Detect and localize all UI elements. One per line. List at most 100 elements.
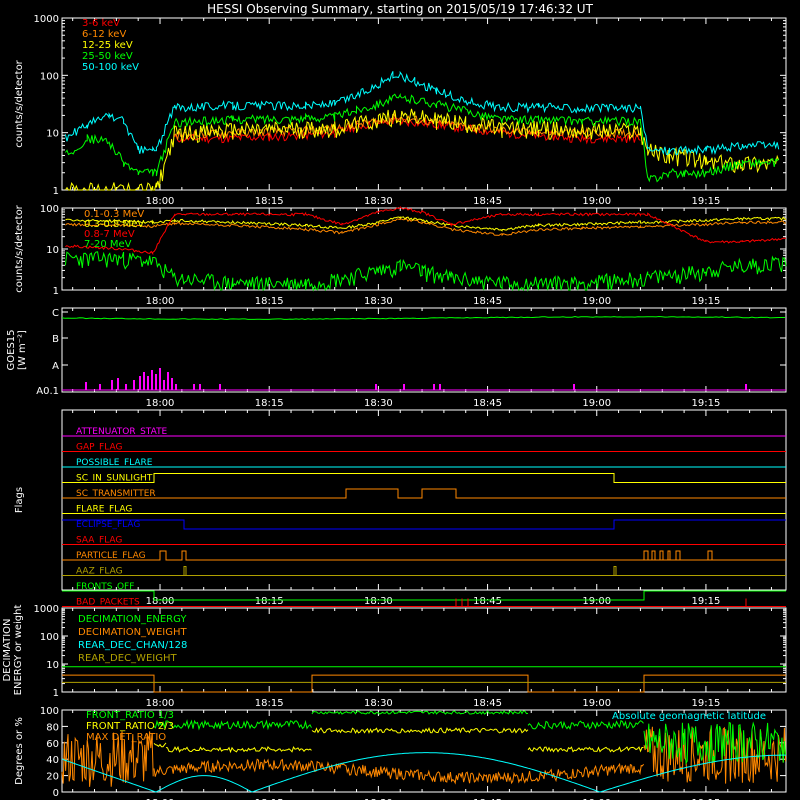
- legend-entry: REAR_DEC_CHAN/128: [78, 640, 187, 651]
- legend-entry: MAX DET_RATIO: [86, 732, 166, 743]
- flag-label: GAP_FLAG: [76, 443, 122, 453]
- x-tick-label: 18:00: [146, 296, 175, 307]
- legend-entry: 3-6 keV: [82, 18, 120, 29]
- y-tick-label: 10: [46, 245, 59, 256]
- y-tick-label: 1: [53, 286, 59, 297]
- x-tick-label: 19:15: [692, 296, 721, 307]
- flag-trace-sc-in-sunlight: [62, 473, 786, 483]
- x-tick-label: 19:00: [582, 798, 611, 800]
- legend-entry: 0.8-7 MeV: [84, 229, 135, 240]
- flag-label: FLARE_FLAG: [76, 505, 132, 515]
- series-line-front-ratio-2-3: [153, 727, 644, 754]
- x-tick-label: 18:45: [473, 596, 502, 607]
- goes-long-line: [61, 315, 785, 321]
- x-tick-label: 18:15: [255, 698, 284, 709]
- legend-entry: FRONT_RATIO 1/3: [86, 710, 174, 721]
- y-tick-label: 10: [46, 660, 59, 671]
- flag-label: AAZ_FLAG: [76, 567, 123, 577]
- legend-entry: DECIMATION_WEIGHT: [78, 627, 187, 638]
- x-tick-label: 18:00: [146, 798, 175, 800]
- panel-frame-1: [61, 17, 787, 191]
- x-tick-label: 19:15: [692, 596, 721, 607]
- x-tick-label: 18:00: [146, 596, 175, 607]
- plot-title: HESSI Observing Summary, starting on 201…: [207, 2, 593, 16]
- panel-frame-3: [61, 307, 787, 393]
- x-tick-label: 18:00: [146, 398, 175, 409]
- x-tick-label: 18:30: [364, 196, 393, 207]
- panel-frame-4: [61, 409, 787, 591]
- y-tick-label: 100: [40, 71, 59, 82]
- legend-entry: 6-12 keV: [82, 29, 126, 40]
- y-tick-label: 1: [53, 688, 59, 699]
- flag-trace-particle-flag: [62, 550, 786, 561]
- flag-trace-sc-transmitter: [62, 488, 786, 499]
- y-tick-label: B: [52, 334, 59, 345]
- series-line-0-8-7-MeV: [65, 206, 787, 256]
- x-tick-label: 18:15: [255, 596, 284, 607]
- legend-entry: 0.3-0.8 MeV: [84, 219, 144, 230]
- legend-entry: FRONT_RATIO 2/3: [86, 721, 174, 732]
- legend-entry: 25-50 keV: [82, 51, 133, 62]
- x-tick-label: 18:30: [364, 398, 393, 409]
- flag-label: BAD_PACKETS: [76, 598, 140, 608]
- x-tick-label: 19:00: [582, 296, 611, 307]
- series-line-25-50-keV: [65, 92, 780, 183]
- series-line-50-100-keV: [64, 70, 780, 156]
- panel3-ylabel: GOES15: [6, 329, 17, 370]
- y-tick-label: 100: [40, 204, 59, 215]
- series-line-7-20-MeV: [64, 251, 787, 292]
- y-tick-label: 1: [53, 186, 59, 197]
- flag-label: SAA_FLAG: [76, 536, 122, 546]
- x-tick-label: 18:00: [146, 196, 175, 207]
- panel1-ylabel: counts/s/detector: [14, 59, 25, 147]
- y-tick-label: 10: [46, 129, 59, 140]
- y-tick-label: 100: [40, 632, 59, 643]
- panel6-ylabel: Degrees or %: [14, 717, 25, 785]
- x-tick-label: 18:15: [255, 398, 284, 409]
- series-line-geomagnetic-latitude: [61, 752, 786, 793]
- y-tick-label: 0: [53, 788, 59, 799]
- series-line-3-6-keV: [174, 117, 641, 145]
- flag-label: FRONTS_OFF: [76, 582, 134, 592]
- legend-entry: REAR_DEC_WEIGHT: [78, 653, 177, 664]
- x-tick-label: 18:15: [255, 296, 284, 307]
- x-tick-label: 19:00: [582, 398, 611, 409]
- x-tick-label: 18:30: [364, 596, 393, 607]
- x-tick-label: 19:00: [582, 596, 611, 607]
- y-tick-label: C: [52, 308, 59, 319]
- legend-entry: DECIMATION_ENERGY: [78, 614, 187, 625]
- y-tick-label: 1000: [34, 14, 59, 25]
- flag-label: ATTENUATOR_STATE: [76, 427, 168, 437]
- flag-label: POSSIBLE_FLARE: [76, 458, 153, 468]
- x-tick-label: 18:45: [473, 698, 502, 709]
- flag-trace-aaz-flag: [62, 566, 786, 576]
- x-tick-label: 18:45: [473, 798, 502, 800]
- series-line-decimation-weight: [62, 674, 786, 693]
- legend-entry: 7-20 MeV: [84, 239, 132, 250]
- x-tick-label: 18:45: [473, 398, 502, 409]
- x-tick-label: 18:15: [255, 196, 284, 207]
- x-tick-label: 19:15: [692, 196, 721, 207]
- y-tick-label: 80: [46, 722, 59, 733]
- panel-frame-5: [61, 607, 787, 693]
- y-tick-label: 60: [46, 739, 59, 750]
- y-tick-label: 20: [46, 772, 59, 783]
- x-tick-label: 18:45: [473, 196, 502, 207]
- series-line-12-25-keV: [64, 108, 780, 192]
- x-tick-label: 18:00: [146, 698, 175, 709]
- panel5-ylabel-2: ENERGY or weight: [13, 605, 24, 696]
- flag-label: SC_IN_SUNLIGHT: [76, 474, 153, 484]
- series-line-0-3-0-8-MeV: [65, 216, 787, 232]
- series-line-0-1-0-3-MeV: [65, 217, 787, 237]
- flag-label: ECLIPSE_FLAG: [76, 520, 140, 530]
- x-tick-label: 18:15: [255, 798, 284, 800]
- legend-entry: Absolute geomagnetic latitude: [612, 711, 766, 722]
- flag-trace-bad-packets: [62, 598, 786, 607]
- panel4-ylabel: Flags: [14, 487, 25, 513]
- flag-trace-eclipse-flag: [62, 519, 786, 530]
- x-tick-label: 19:15: [692, 798, 721, 800]
- series-line-front-ratio-1-3: [153, 709, 787, 765]
- x-tick-label: 18:30: [364, 698, 393, 709]
- flag-label: SC_TRANSMITTER: [76, 489, 156, 499]
